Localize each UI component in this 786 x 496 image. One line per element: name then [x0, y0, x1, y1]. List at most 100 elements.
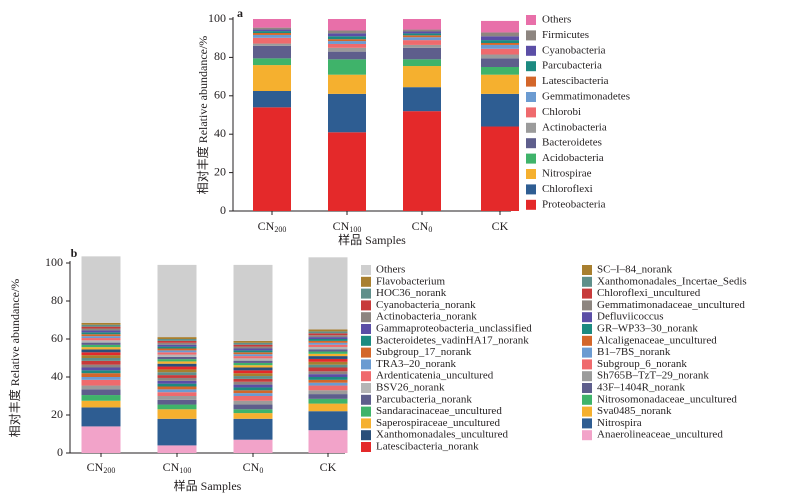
bar-segment: [81, 347, 121, 350]
bar-segment: [308, 374, 348, 377]
y-tick-label: 100: [45, 255, 63, 269]
legend-item: Subgroup_6_norank: [582, 358, 687, 370]
panel-b: b 0 20 40 60 80 100 相对丰度 Relative abundance/% 样品…: [7, 246, 747, 493]
legend-swatch: [582, 276, 592, 287]
legend-swatch: [361, 359, 371, 370]
legend-swatch: [361, 265, 371, 275]
bar-segment: [157, 356, 197, 360]
legend-label: BSV26_norank: [376, 382, 445, 394]
legend-label: Subgroup_6_norank: [597, 358, 687, 370]
legend-item: SC–I–84_norank: [582, 264, 673, 276]
bar-segment: [81, 342, 121, 345]
bar-segment: [481, 126, 519, 211]
bar-segment: [308, 344, 348, 347]
legend-swatch: [526, 153, 536, 164]
bar-segment: [328, 59, 366, 75]
legend-label: Cyanobacteria: [542, 44, 606, 56]
bar-segment: [157, 389, 197, 393]
bar-segment: [157, 372, 197, 376]
legend-item: Others: [361, 264, 405, 276]
legend: Others Firmicutes Cyanobacteria Parcubacter…: [526, 14, 630, 210]
bar-segment: [81, 338, 121, 341]
category-label: CK: [492, 219, 509, 233]
legend-item: Latescibacteria: [526, 75, 609, 87]
legend-label: Nitrospira: [597, 417, 642, 429]
bar-segment: [308, 364, 348, 368]
bar-segment: [157, 264, 197, 338]
bar-segment: [308, 390, 348, 395]
legend-label: Anaerolineaceae_uncultured: [597, 429, 723, 441]
legend-item: Others: [526, 14, 571, 26]
bar-segment: [233, 360, 273, 363]
x-axis-title: 样品 Samples: [338, 232, 406, 247]
bar-segment: [308, 367, 348, 372]
bar-segment: [233, 393, 273, 396]
bar-segment: [328, 132, 366, 211]
bar-segment: [157, 346, 197, 349]
legend-label: GR–WP33–30_norank: [597, 323, 698, 335]
bar-stack-2: [233, 264, 273, 453]
legend-label: SC–I–84_norank: [597, 264, 673, 276]
bar-segment: [157, 339, 197, 341]
legend-label: Xanthomonadales_Incertae_Sedis: [597, 275, 747, 287]
bar-segment: [253, 91, 291, 108]
bar-segment: [308, 346, 348, 350]
category-label: CN0: [243, 460, 264, 475]
legend-swatch: [526, 199, 536, 210]
legend-label: Subgroup_17_norank: [376, 346, 472, 358]
legend-label: B1–7BS_norank: [597, 346, 671, 358]
bar-segment: [81, 340, 121, 343]
legend: OthersFlavobacteriumHOC36_norankCyanobac…: [361, 264, 747, 453]
legend-item: B1–7BS_norank: [582, 346, 671, 358]
legend-item: Gemmatimonadetes: [526, 91, 630, 103]
legend-label: Acidobacteria: [542, 152, 604, 164]
bar-segment: [328, 39, 366, 42]
legend-item: Proteobacteria: [526, 198, 606, 210]
bar-segment: [328, 43, 366, 48]
legend-label: Sandaracinaceae_uncultured: [376, 405, 502, 417]
legend-swatch: [582, 312, 592, 323]
bar-segment: [308, 349, 348, 352]
legend-item: Gemmatimonadaceae_uncultured: [582, 299, 745, 311]
bar-segment: [308, 351, 348, 354]
bar-segment: [328, 30, 366, 34]
bar-segment: [308, 411, 348, 431]
legend-item: Acidobacteria: [526, 152, 604, 164]
bar-segment: [308, 403, 348, 412]
legend-item: Nitrosomonadaceae_uncultured: [582, 393, 737, 405]
bar-segment: [233, 373, 273, 377]
bar-segment: [253, 34, 291, 38]
bar-segment: [328, 47, 366, 52]
bar-segment: [403, 66, 441, 88]
y-tick-label: 20: [51, 407, 63, 421]
y-tick-label: 20: [214, 164, 226, 178]
bar-segment: [81, 370, 121, 374]
legend-item: Cyanobacteria: [526, 44, 606, 56]
bar-segment: [81, 330, 121, 333]
bar-segment: [308, 430, 348, 453]
bar-segment: [253, 19, 291, 28]
category-label: CK: [320, 460, 337, 474]
legend-swatch: [361, 324, 371, 334]
legend-swatch: [582, 347, 592, 358]
legend-label: Chloroflexi: [542, 183, 593, 195]
bar-segment: [253, 65, 291, 91]
bar-segment: [81, 324, 121, 327]
legend-swatch: [526, 30, 536, 41]
legend-swatch: [582, 288, 592, 299]
legend-swatch: [361, 335, 371, 346]
y-tick-label: 0: [220, 203, 226, 217]
bar-segment: [81, 385, 121, 390]
bar-segment: [81, 407, 121, 427]
legend-item: GR–WP33–30_norank: [582, 323, 698, 335]
legend-swatch: [582, 383, 592, 393]
bar-segment: [403, 35, 441, 38]
bar-segment: [157, 361, 197, 364]
bar-segment: [308, 385, 348, 391]
legend-swatch: [526, 61, 536, 72]
legend-item: Bacteroidetes_vadinHA17_norank: [361, 334, 529, 346]
legend-swatch: [361, 383, 371, 393]
category-label: CN0: [412, 219, 433, 234]
bar-segment: [233, 396, 273, 401]
legend-item: Alcaligenaceae_uncultured: [582, 334, 717, 346]
